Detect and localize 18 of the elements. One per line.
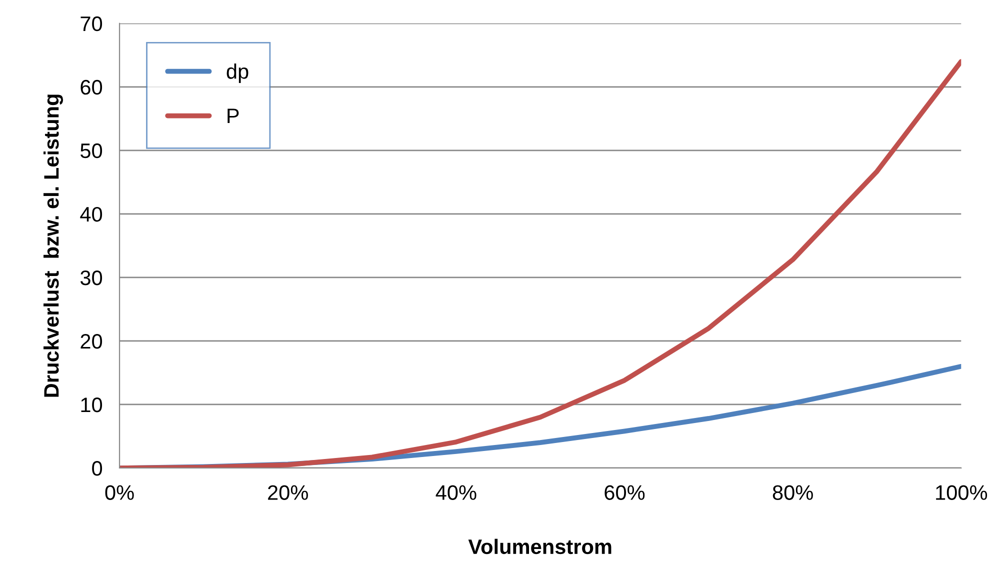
legend-label: P [228, 108, 239, 124]
y-tick-label: 50 [80, 143, 102, 158]
y-tick-label: 40 [80, 206, 102, 222]
x-tick-label: 80% [772, 485, 813, 500]
x-tick-label: 100% [936, 485, 988, 500]
y-tick-label: 60 [80, 80, 102, 95]
y-axis-title: Druckverlust bzw. el. Leistung [44, 94, 64, 397]
y-tick-label: 20 [80, 334, 102, 349]
y-tick-label: 10 [81, 397, 102, 412]
x-axis-title: Volumenstrom [468, 538, 612, 554]
x-tick-label: 20% [268, 485, 308, 500]
legend-label: dp [226, 64, 248, 83]
y-tick-label: 30 [80, 270, 102, 286]
y-tick-label: 70 [80, 16, 102, 32]
x-tick-label: 0% [105, 485, 134, 500]
x-tick-label: 60% [604, 485, 645, 500]
y-tick-label: 0 [92, 461, 102, 476]
x-tick-label: 40% [436, 485, 476, 500]
